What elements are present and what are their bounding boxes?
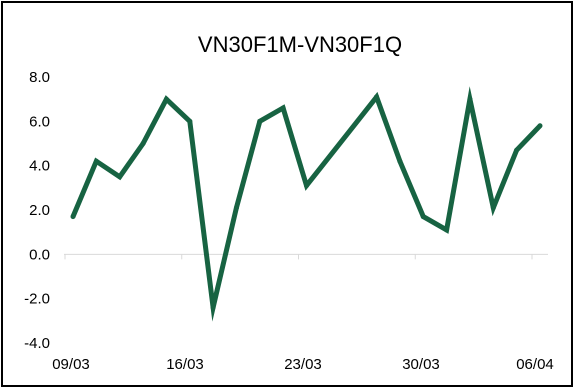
x-tick-label: 16/03 [166,356,204,373]
data-point [397,158,403,164]
data-point [140,141,146,146]
data-point [304,183,309,189]
y-tick-label: 2.0 [29,202,50,219]
x-axis-labels: 09/03 16/03 23/03 30/03 06/04 [52,356,554,373]
x-tick-label: 09/03 [52,356,90,373]
data-point [537,123,543,129]
data-point [374,94,380,100]
chart-title: VN30F1M-VN30F1Q [198,32,402,57]
y-tick-label: 4.0 [29,158,50,175]
x-axis-ticks [64,254,533,260]
x-tick-label: 23/03 [284,356,322,373]
series-points [70,94,543,311]
data-point [280,105,286,111]
data-point [187,118,193,124]
data-point [117,174,123,180]
y-tick-label: -2.0 [24,291,50,308]
data-point [163,96,169,102]
y-tick-label: 8.0 [29,69,50,86]
data-point [420,214,426,220]
x-tick-label: 30/03 [402,356,440,373]
data-point [514,147,520,153]
data-point [233,205,239,211]
data-point [467,96,473,102]
data-point [490,205,496,211]
y-tick-label: 6.0 [29,113,50,130]
x-tick-label: 06/04 [516,356,554,373]
y-axis-labels: 8.0 6.0 4.0 2.0 0.0 -2.0 -4.0 [24,69,50,352]
series-line [70,86,542,322]
data-point [210,305,216,311]
data-point [70,214,76,220]
data-point [93,158,99,164]
y-tick-label: 0.0 [29,246,50,263]
data-point [257,118,263,124]
data-point [444,227,450,233]
y-tick-label: -4.0 [24,335,50,352]
